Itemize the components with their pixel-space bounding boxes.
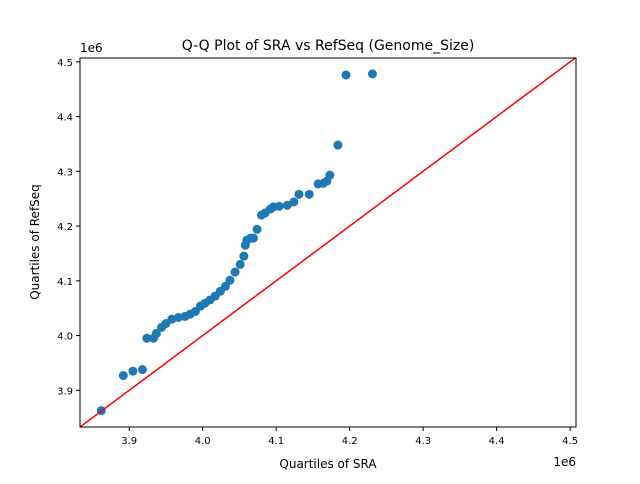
data-point — [325, 170, 335, 180]
x-tick-label: 4.5 — [562, 436, 578, 447]
data-point — [367, 69, 377, 79]
data-point — [235, 259, 245, 269]
y-offset-label: 1e6 — [80, 41, 103, 55]
data-point — [118, 371, 128, 381]
data-point — [128, 366, 138, 376]
data-point — [173, 313, 183, 323]
data-point — [274, 201, 284, 211]
y-tick-label: 4.3 — [57, 167, 73, 178]
data-point — [230, 267, 240, 277]
data-point — [294, 189, 304, 199]
data-point — [333, 140, 343, 150]
plot-frame — [79, 57, 577, 428]
x-tick-label: 4.0 — [195, 436, 211, 447]
x-axis-label: Quartiles of SRA — [279, 457, 377, 471]
data-point — [341, 70, 351, 80]
data-point — [137, 365, 147, 375]
data-point — [304, 189, 314, 199]
data-point — [142, 333, 152, 343]
chart-title: Q-Q Plot of SRA vs RefSeq (Genome_Size) — [182, 38, 475, 54]
y-tick-label: 3.9 — [57, 386, 73, 397]
y-axis-label: Quartiles of RefSeq — [28, 184, 42, 300]
data-point — [225, 275, 235, 285]
y-tick-label: 4.5 — [57, 58, 73, 69]
x-tick-label: 3.9 — [121, 436, 137, 447]
y-tick-label: 4.4 — [57, 113, 73, 124]
x-tick-label: 4.4 — [489, 436, 505, 447]
reference-line — [80, 58, 576, 427]
x-tick-label: 4.3 — [415, 436, 431, 447]
data-point — [239, 251, 249, 261]
data-point — [252, 224, 262, 234]
y-tick-label: 4.0 — [57, 332, 73, 343]
data-point — [151, 328, 161, 338]
x-offset-label: 1e6 — [553, 455, 576, 469]
y-tick-label: 4.1 — [57, 277, 73, 288]
y-tick-label: 4.2 — [57, 222, 73, 233]
x-tick-label: 4.2 — [342, 436, 358, 447]
data-point — [248, 233, 258, 243]
x-tick-label: 4.1 — [268, 436, 284, 447]
data-point — [289, 197, 299, 207]
